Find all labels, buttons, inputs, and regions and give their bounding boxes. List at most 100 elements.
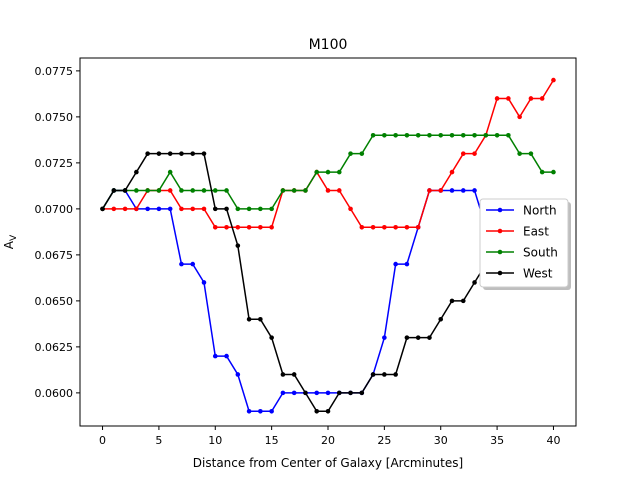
data-point-south (167, 169, 173, 175)
data-point-south (427, 132, 432, 138)
legend-swatch-marker (497, 270, 503, 276)
data-point-west (190, 151, 196, 156)
data-point-east (359, 224, 365, 230)
data-point-west (167, 151, 173, 156)
data-point-south (201, 188, 207, 193)
data-point-west (336, 390, 342, 396)
series-east (100, 77, 556, 230)
x-axis-ticks: 0 5 10 15 20 25 30 35 40 (99, 426, 560, 447)
data-point-east (472, 151, 477, 156)
data-point-south (528, 151, 534, 156)
data-point-east (134, 206, 139, 212)
y-tick-label: 0.0675 (35, 249, 74, 262)
data-point-south (179, 188, 184, 193)
data-point-north (224, 353, 229, 359)
data-point-east (325, 188, 331, 193)
data-point-north (212, 353, 218, 359)
data-point-east (506, 96, 511, 101)
data-point-south (472, 132, 477, 138)
x-tick-label: 10 (208, 434, 222, 447)
data-point-west (179, 151, 184, 156)
data-point-north (258, 408, 263, 414)
data-point-north (246, 408, 252, 414)
data-point-east (393, 224, 398, 230)
data-point-west (449, 298, 455, 304)
data-point-south (415, 132, 421, 138)
data-point-north (190, 261, 196, 267)
data-point-north (156, 206, 162, 212)
x-tick-label: 5 (155, 434, 162, 447)
data-point-east (415, 224, 421, 230)
data-point-west (201, 151, 207, 156)
data-point-north (167, 206, 173, 212)
data-point-east (460, 151, 466, 156)
y-axis-label-main: A (2, 240, 16, 249)
data-point-north (393, 261, 398, 267)
legend-label: North (523, 204, 557, 218)
data-point-west (427, 335, 432, 340)
data-point-east (348, 206, 353, 212)
data-point-east (111, 206, 117, 212)
data-point-west (258, 316, 263, 322)
data-point-east (212, 224, 218, 230)
data-point-east (449, 169, 455, 175)
data-point-north (235, 372, 241, 377)
data-point-east (224, 224, 229, 230)
data-point-south (370, 132, 376, 138)
data-point-north (145, 206, 150, 212)
x-tick-label: 30 (434, 434, 448, 447)
y-tick-label: 0.0650 (35, 295, 74, 308)
data-point-west (303, 390, 308, 396)
data-point-west (393, 372, 398, 377)
y-axis-ticks: 0.0600 0.0625 0.0650 0.0675 0.0700 0.0725 0.07… (35, 65, 80, 400)
data-point-north (280, 390, 286, 396)
data-point-west (314, 408, 320, 414)
data-point-east (370, 224, 376, 230)
data-point-south (145, 188, 150, 193)
y-axis-label: AV (2, 234, 19, 249)
data-point-east (246, 224, 252, 230)
data-point-east (427, 188, 432, 193)
data-point-west (404, 335, 410, 340)
data-point-east (517, 114, 522, 120)
data-point-north (314, 390, 320, 396)
chart-title: M100 (309, 37, 348, 53)
data-point-south (393, 132, 398, 138)
y-axis-label-subscript: V (9, 234, 19, 241)
data-point-south (134, 188, 139, 193)
data-point-south (438, 132, 444, 138)
data-point-east (494, 96, 500, 101)
data-point-west (122, 188, 128, 193)
data-point-west (156, 151, 162, 156)
legend-entry-west: West (486, 267, 553, 281)
legend-label: West (523, 267, 553, 281)
data-point-north (472, 188, 477, 193)
data-point-west (224, 206, 229, 212)
data-point-north (325, 390, 331, 396)
data-point-west (145, 151, 150, 156)
data-point-south (494, 132, 500, 138)
data-point-south (449, 132, 455, 138)
data-point-south (404, 132, 410, 138)
x-tick-label: 25 (377, 434, 391, 447)
data-point-west (246, 316, 252, 322)
data-point-north (404, 261, 410, 267)
data-point-east (190, 206, 196, 212)
plot-frame (79, 57, 577, 427)
data-point-east (382, 224, 387, 230)
data-point-east (336, 188, 342, 193)
x-axis-label: Distance from Center of Galaxy [Arcminut… (193, 456, 463, 470)
x-tick-label: 20 (321, 434, 335, 447)
legend-label: East (523, 225, 549, 239)
legend: North East South West (479, 198, 571, 290)
data-point-south (460, 132, 466, 138)
legend-box (479, 198, 569, 288)
data-point-south (314, 169, 320, 175)
y-tick-label: 0.0750 (35, 111, 74, 124)
data-point-west (472, 280, 477, 285)
data-point-south (235, 206, 241, 212)
data-point-east (539, 96, 545, 101)
data-point-west (291, 372, 297, 377)
y-tick-label: 0.0600 (35, 387, 74, 400)
